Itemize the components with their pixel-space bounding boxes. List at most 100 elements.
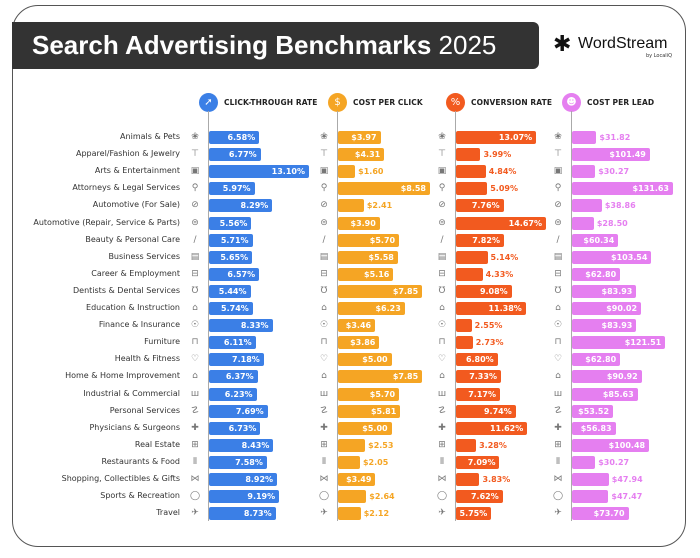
- data-label: $73.70: [593, 509, 625, 519]
- series-name: CONVERSION RATE: [471, 97, 553, 107]
- bar: [456, 336, 473, 350]
- piggy-bank-icon: ☉: [319, 320, 329, 331]
- data-label: $47.47: [611, 492, 643, 502]
- bar: [456, 353, 498, 367]
- medical-cross-icon: ✚: [191, 422, 199, 433]
- data-label: $90.92: [606, 372, 638, 382]
- category-label: Dentists & Dental Services: [73, 285, 180, 295]
- bar: [209, 387, 257, 401]
- category-label: Industrial & Commercial: [83, 388, 180, 398]
- bar: [338, 353, 392, 367]
- bar: [572, 336, 666, 350]
- data-label: $5.00: [362, 423, 388, 433]
- bar: [456, 438, 477, 452]
- bar: [338, 370, 423, 384]
- house-icon: ⌂: [555, 371, 561, 382]
- document-icon: ▤: [319, 251, 329, 262]
- data-label: 8.73%: [243, 509, 272, 519]
- fork-knife-icon: ⫴: [556, 456, 560, 467]
- data-label: 2.73%: [475, 338, 504, 348]
- category-label: Automotive (For Sale): [92, 200, 180, 210]
- bar: [209, 455, 267, 469]
- data-label: 13.07%: [498, 133, 533, 142]
- data-label: $100.48: [608, 440, 646, 450]
- category-label: Business Services: [108, 251, 180, 261]
- data-label: 7.09%: [467, 457, 496, 467]
- data-label: 5.65%: [220, 252, 249, 262]
- bar: [209, 302, 253, 315]
- picture-icon: ▣: [319, 166, 329, 177]
- data-label: 7.62%: [470, 492, 499, 502]
- factory-icon: ш: [319, 388, 329, 399]
- bar: [572, 148, 650, 162]
- data-label: 8.43%: [241, 440, 270, 450]
- data-label: 6.73%: [228, 423, 257, 433]
- category-label: Automotive (Repair, Service & Parts): [33, 217, 180, 227]
- piggy-bank-icon: ☉: [190, 320, 200, 331]
- brush-icon: ∕: [322, 234, 326, 245]
- series-name: COST PER CLICK: [353, 97, 423, 107]
- data-label: $4.31: [354, 150, 381, 160]
- axis-line: [208, 111, 209, 521]
- sofa-icon: ⊓: [191, 337, 199, 348]
- category-label: Education & Instruction: [86, 303, 180, 312]
- data-label: $1.60: [358, 167, 384, 177]
- factory-icon: ш: [553, 388, 563, 399]
- data-label: 11.38%: [488, 304, 522, 313]
- house-icon: ⌂: [321, 371, 327, 382]
- ball-icon: ◯: [189, 491, 201, 502]
- brush-icon: ∕: [440, 234, 444, 245]
- fork-knife-icon: ⫴: [193, 456, 197, 467]
- heart-icon: ♡: [319, 354, 329, 365]
- bar: [209, 284, 251, 298]
- bar: [572, 267, 621, 281]
- category-label: Home & Home Improvement: [65, 371, 180, 381]
- title-bold: Search Advertising Benchmarks: [32, 30, 432, 60]
- data-label: 7.33%: [469, 372, 497, 382]
- data-label: 13.10%: [271, 167, 305, 177]
- axis-line: [337, 111, 338, 521]
- data-label: $6.23: [375, 304, 401, 313]
- bar: [209, 404, 268, 418]
- bar: [338, 336, 380, 350]
- bar: [338, 507, 361, 521]
- bar: [209, 131, 260, 144]
- shirt-icon: ⊤: [320, 149, 328, 160]
- bar: [338, 250, 398, 264]
- brush-icon: ∕: [556, 234, 560, 245]
- logo-subtext: by LocaliQ: [646, 53, 673, 59]
- picture-icon: ▣: [553, 166, 563, 177]
- bar: [338, 165, 356, 179]
- factory-icon: ш: [190, 388, 200, 399]
- data-label: $83.93: [601, 286, 633, 296]
- bar: [338, 387, 400, 401]
- bar: [338, 267, 394, 281]
- storefront-icon: ⊞: [438, 439, 446, 450]
- bar: [338, 233, 400, 247]
- bar: [572, 319, 637, 333]
- gift-bow-icon: ⋈: [553, 474, 563, 484]
- data-label: 5.74%: [221, 304, 249, 313]
- category-label: Health & Fitness: [114, 354, 180, 364]
- brush-icon: ∕: [193, 234, 197, 245]
- bar: [572, 421, 616, 435]
- bar: [572, 182, 673, 196]
- gift-bow-icon: ⋈: [437, 474, 447, 484]
- logo-mark-icon: ✱: [553, 32, 572, 57]
- bar: [572, 438, 650, 452]
- gavel-icon: ⚲: [554, 183, 562, 194]
- data-label: $5.70: [369, 389, 396, 399]
- cursor-dollar-icon: $: [328, 92, 347, 112]
- bar: [338, 404, 401, 418]
- briefcase-icon: ⊟: [320, 268, 328, 279]
- data-label: 9.08%: [479, 286, 508, 296]
- wordstream-logo: ✱ WordStream by LocaliQ: [553, 32, 673, 62]
- header-conversion-rate: % CONVERSION RATE: [446, 92, 552, 112]
- heart-icon: ♡: [437, 354, 447, 365]
- data-label: $3.90: [350, 218, 376, 228]
- shirt-icon: ⊤: [554, 149, 562, 160]
- bar: [338, 455, 360, 469]
- bar: [456, 148, 481, 162]
- bar: [338, 284, 423, 298]
- axis-line: [571, 111, 572, 521]
